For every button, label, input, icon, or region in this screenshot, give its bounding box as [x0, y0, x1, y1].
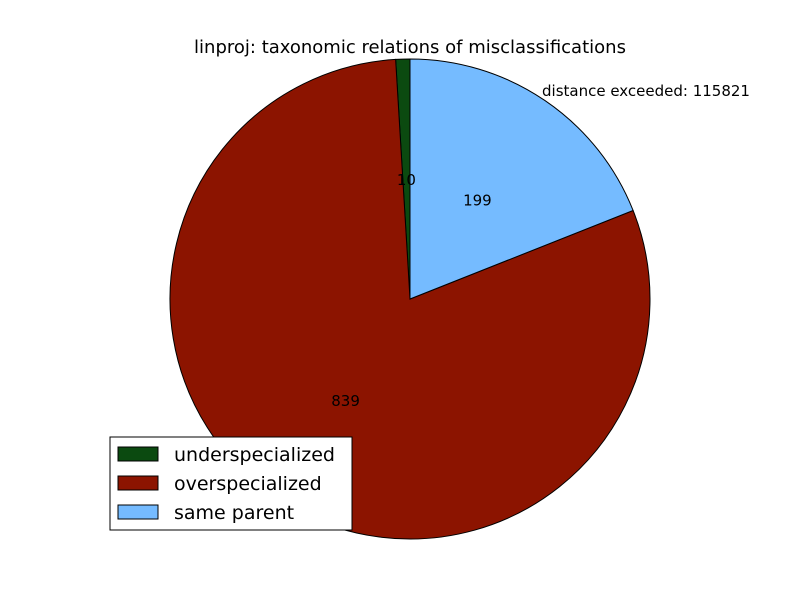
distance-exceeded-annotation: distance exceeded: 115821 — [542, 82, 750, 100]
slice-value-label-overspecialized: 839 — [331, 392, 360, 410]
pie-slice-same-parent — [409, 58, 634, 300]
legend: underspecialized overspecialized same pare… — [109, 436, 353, 531]
slice-value-label-underspecialized: 10 — [397, 171, 416, 189]
chart-title: linproj: taxonomic relations of misclass… — [194, 37, 626, 58]
legend-swatch-same-parent — [117, 504, 159, 520]
legend-label-overspecialized: overspecialized — [174, 473, 322, 495]
legend-swatch-overspecialized — [117, 475, 159, 491]
slice-value-label-same-parent: 199 — [463, 192, 492, 210]
pie-slices — [169, 58, 651, 540]
legend-label-underspecialized: underspecialized — [174, 444, 335, 466]
slice-value-labels: 10 839 199 — [331, 171, 491, 410]
legend-swatch-underspecialized — [117, 446, 159, 462]
legend-label-same-parent: same parent — [174, 502, 294, 524]
